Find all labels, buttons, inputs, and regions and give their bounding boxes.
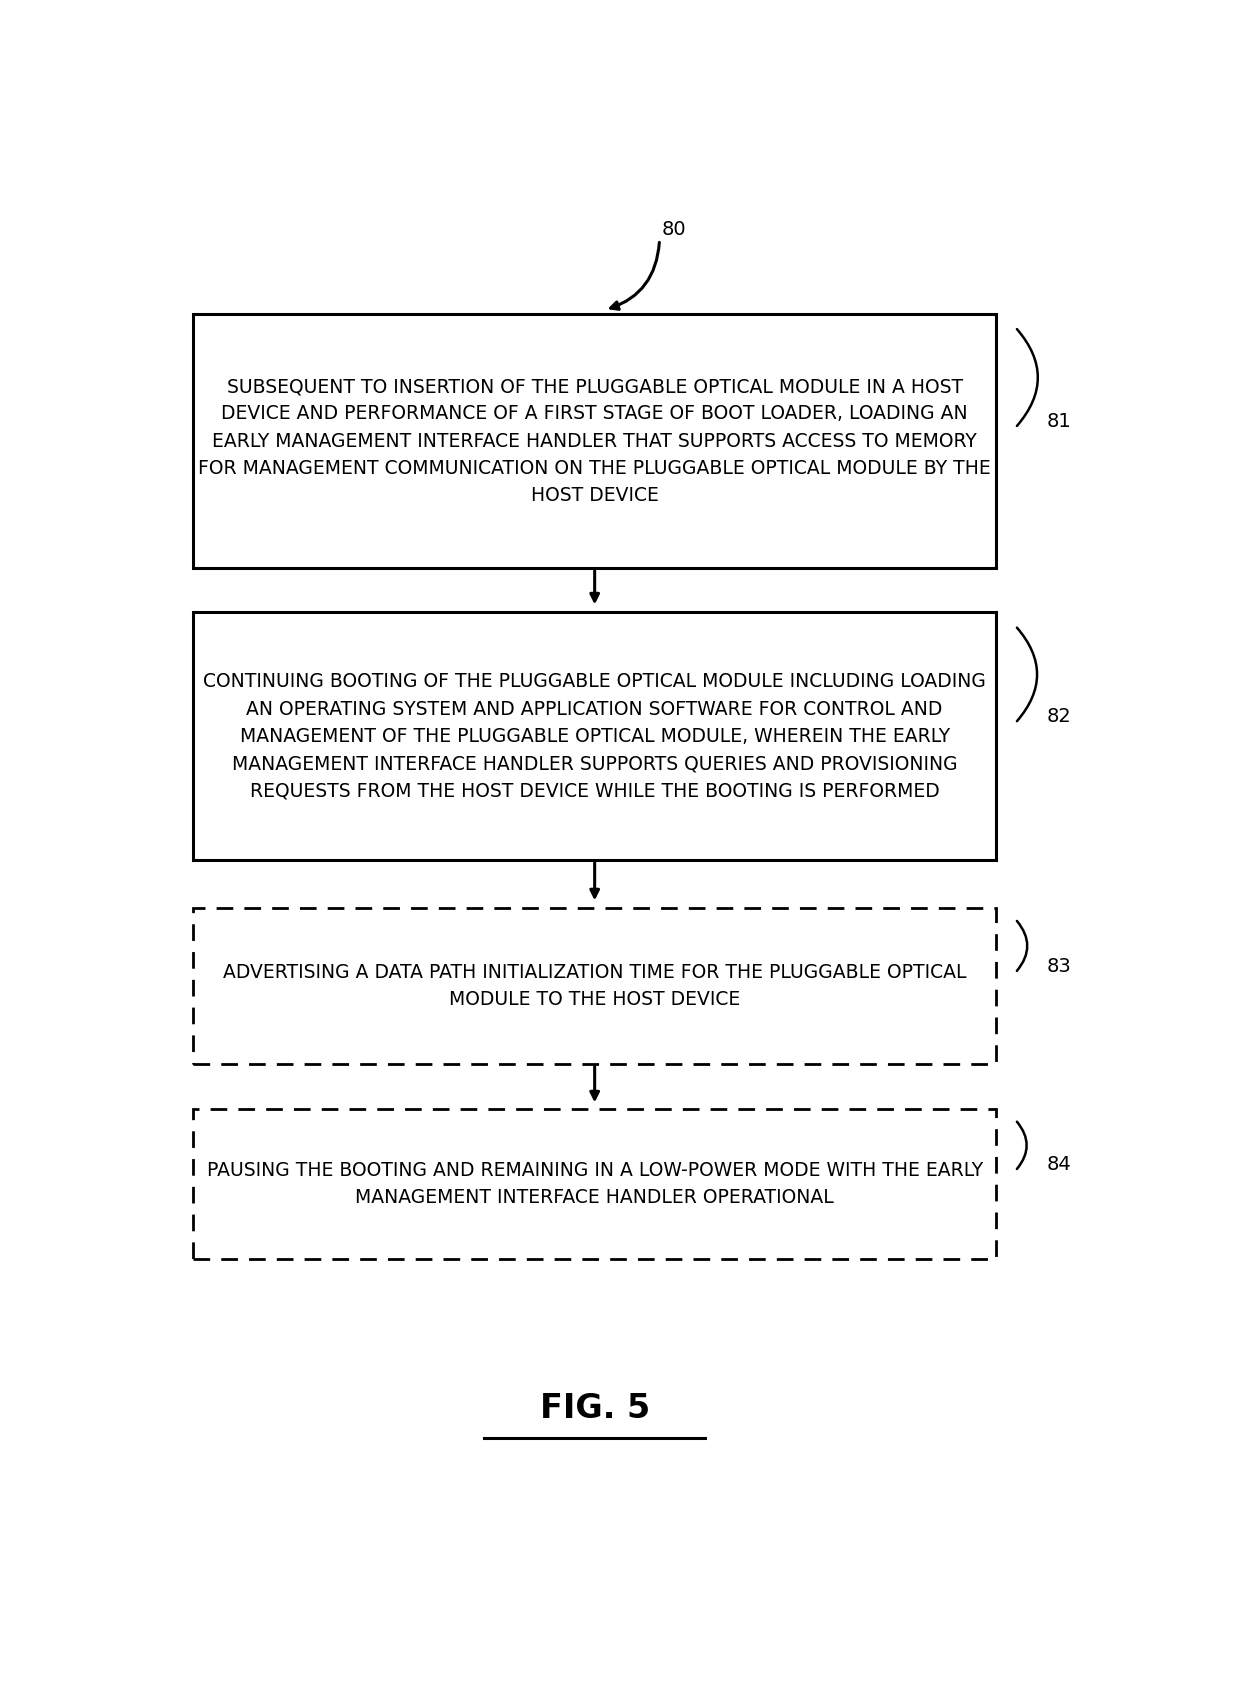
- Text: ADVERTISING A DATA PATH INITIALIZATION TIME FOR THE PLUGGABLE OPTICAL
MODULE TO : ADVERTISING A DATA PATH INITIALIZATION T…: [223, 963, 966, 1009]
- Bar: [193, 313, 996, 569]
- FancyArrowPatch shape: [1017, 1122, 1027, 1168]
- Text: 80: 80: [662, 220, 686, 239]
- Text: PAUSING THE BOOTING AND REMAINING IN A LOW-POWER MODE WITH THE EARLY
MANAGEMENT : PAUSING THE BOOTING AND REMAINING IN A L…: [207, 1161, 983, 1207]
- Text: 81: 81: [1047, 411, 1071, 432]
- FancyArrowPatch shape: [1017, 921, 1027, 970]
- Text: FIG. 5: FIG. 5: [539, 1393, 650, 1426]
- Bar: [193, 909, 996, 1063]
- Text: 84: 84: [1047, 1155, 1071, 1173]
- Text: 82: 82: [1047, 708, 1071, 726]
- Bar: [193, 613, 996, 860]
- FancyArrowPatch shape: [610, 242, 660, 310]
- FancyArrowPatch shape: [1017, 328, 1038, 427]
- Text: CONTINUING BOOTING OF THE PLUGGABLE OPTICAL MODULE INCLUDING LOADING
AN OPERATIN: CONTINUING BOOTING OF THE PLUGGABLE OPTI…: [203, 672, 986, 801]
- Text: 83: 83: [1047, 957, 1071, 975]
- FancyArrowPatch shape: [1017, 628, 1037, 721]
- Text: SUBSEQUENT TO INSERTION OF THE PLUGGABLE OPTICAL MODULE IN A HOST
DEVICE AND PER: SUBSEQUENT TO INSERTION OF THE PLUGGABLE…: [198, 378, 991, 505]
- Bar: [193, 1109, 996, 1260]
